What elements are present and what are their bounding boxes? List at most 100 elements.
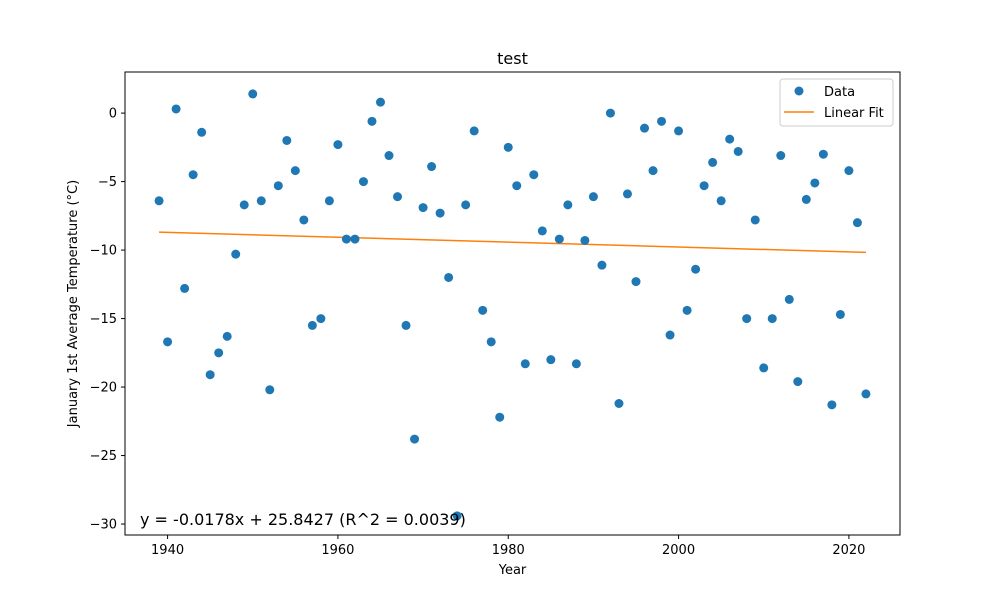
data-point [231, 249, 241, 259]
data-point [367, 116, 377, 126]
legend-label-data: Data [824, 85, 855, 100]
data-point [282, 135, 292, 145]
data-point [495, 412, 505, 422]
x-tick-label: 1940 [151, 543, 184, 558]
data-point [537, 226, 547, 236]
data-point [716, 196, 726, 206]
data-point [674, 126, 684, 136]
data-point [801, 194, 811, 204]
chart-title: test [497, 49, 528, 68]
data-point [776, 151, 786, 161]
x-tick-label: 1960 [321, 543, 354, 558]
data-point [580, 235, 590, 245]
data-point [333, 140, 343, 150]
data-point [461, 200, 471, 210]
data-point [725, 134, 735, 144]
data-point [665, 330, 675, 340]
data-point [197, 127, 207, 137]
regression-annotation: y = -0.0178x + 25.8427 (R^2 = 0.0039) [140, 510, 466, 529]
data-point [444, 272, 454, 282]
data-point [827, 400, 837, 410]
data-point [350, 234, 360, 244]
data-point [180, 283, 190, 293]
data-point [546, 355, 556, 365]
data-point [273, 181, 283, 191]
y-tick-label: −15 [90, 312, 117, 327]
data-point [375, 97, 385, 107]
data-point [427, 162, 437, 172]
data-point [657, 116, 667, 126]
x-axis-label: Year [498, 563, 527, 578]
data-point [410, 434, 420, 444]
data-point [588, 192, 598, 202]
y-tick-label: −5 [98, 175, 117, 190]
data-point [222, 331, 232, 341]
data-point [248, 89, 258, 99]
linear-fit-line [159, 231, 866, 254]
data-point [520, 359, 530, 369]
data-points-layer [154, 89, 871, 521]
data-point [844, 166, 854, 176]
data-point [861, 389, 871, 399]
data-point [316, 314, 326, 324]
data-point [605, 108, 615, 118]
data-point [418, 203, 428, 213]
data-point [265, 385, 275, 395]
data-point [239, 200, 249, 210]
data-point [478, 305, 488, 315]
legend: Data Linear Fit [779, 78, 894, 127]
data-point [290, 166, 300, 176]
data-point [742, 314, 752, 324]
data-point [733, 146, 743, 156]
data-point [529, 170, 539, 180]
data-point [299, 215, 309, 225]
data-point [691, 264, 701, 274]
legend-marker-data [794, 86, 804, 96]
data-point [512, 181, 522, 191]
data-point [171, 104, 181, 114]
data-point [401, 320, 411, 330]
data-point [835, 309, 845, 319]
x-tick-label: 2000 [662, 543, 695, 558]
x-tick-label: 1980 [492, 543, 525, 558]
legend-label-fit: Linear Fit [824, 106, 884, 121]
data-point [852, 218, 862, 228]
data-point [571, 359, 581, 369]
fit-line-layer [159, 231, 866, 254]
y-tick-label: −25 [90, 449, 117, 464]
data-point [750, 215, 760, 225]
x-tick-label: 2020 [832, 543, 865, 558]
data-point [682, 305, 692, 315]
data-point [307, 320, 317, 330]
data-point [767, 314, 777, 324]
data-point [188, 170, 198, 180]
data-point [393, 192, 403, 202]
data-point [384, 151, 394, 161]
data-point [358, 177, 368, 187]
data-point [784, 294, 794, 304]
data-point [214, 348, 224, 358]
y-tick-label: 0 [109, 107, 117, 122]
data-point [699, 181, 709, 191]
y-tick-label: −30 [90, 518, 117, 533]
data-point [324, 196, 334, 206]
data-point [648, 166, 658, 176]
data-point [563, 200, 573, 210]
data-point [554, 234, 564, 244]
data-point [205, 370, 215, 380]
data-point [341, 234, 351, 244]
plot-area [124, 71, 901, 536]
data-point [597, 260, 607, 270]
data-point [818, 149, 828, 159]
data-point [452, 511, 462, 521]
x-axis: 1940 1960 1980 2000 2020 [151, 535, 865, 558]
y-axis-label: January 1st Average Temperature (°C) [66, 180, 81, 428]
data-point [163, 337, 173, 347]
data-point [503, 142, 513, 152]
data-point [154, 196, 164, 206]
data-point [631, 277, 641, 287]
data-point [614, 398, 624, 408]
legend-box [779, 78, 894, 127]
data-point [640, 123, 650, 133]
